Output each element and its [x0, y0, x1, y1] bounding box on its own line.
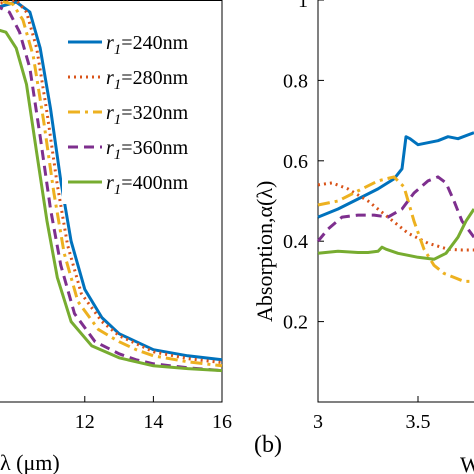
panel-a: 12 14 16 r1=240nmr1=280nmr1=320nmr1=360nmr… — [0, 0, 232, 474]
legend-label-4: r1=360nm — [106, 137, 189, 163]
panel-b-y-tick-label: 0.2 — [283, 312, 308, 334]
panel-a-x-tick-label: 12 — [75, 411, 95, 433]
panel-b-y-axis-label: Absorption,α(λ) — [252, 181, 277, 322]
panel-b-tag: (b) — [254, 432, 282, 458]
panel-b-axes-frame — [317, 0, 474, 403]
panel-b-y-tick-label: 0.8 — [283, 70, 308, 92]
panel-b-series-line-3 — [317, 175, 474, 283]
panel-b-series-line-1 — [317, 131, 474, 219]
legend-label-5: r1=400nm — [106, 172, 189, 198]
panel-b-y-tick-label: 0.4 — [283, 231, 308, 253]
panel-b-lines — [316, 131, 474, 283]
legend: r1=240nm r1=280nm r1=320nm r1=360nm r1=400nm — [68, 32, 189, 198]
panel-b-y-ticks: 0.2 0.4 0.6 0.8 1 — [283, 0, 324, 334]
legend-box — [62, 24, 220, 204]
legend-label-2: r1=280nm — [106, 67, 189, 93]
panel-a-x-axis-label: λ (μm) — [0, 450, 60, 474]
panel-b-series-line-5 — [317, 208, 474, 261]
panel-a-series-line-5 — [0, 28, 223, 373]
panel-a-series-line-4 — [0, 6, 223, 373]
panel-b-x-tick-label: 3 — [313, 411, 323, 433]
panel-a-x-tick-label: 14 — [143, 411, 163, 433]
panel-a-lines — [0, 0, 223, 373]
panel-b-x-axis-label: W — [460, 452, 474, 474]
panel-b-x-ticks: 3 3.5 — [313, 396, 431, 433]
panel-a-x-tick-label: 16 — [212, 411, 232, 433]
panel-b-y-tick-label: 0.6 — [283, 151, 308, 173]
panel-b-y-tick-label: 1 — [298, 0, 308, 12]
panel-b-x-tick-label: 3.5 — [406, 411, 431, 433]
panel-a-x-ticks: 12 14 16 — [75, 396, 232, 433]
panel-b-series-line-2 — [317, 181, 474, 252]
panel-b: 0.20.40.60.81 3 3.5 (b) Absorption,α(λ) W — [252, 0, 474, 474]
panel-a-series-line-1 — [0, 0, 223, 362]
legend-label-1: r1=240nm — [106, 32, 189, 58]
panel-a-series-line-3 — [0, 0, 223, 368]
panel-b-series-line-4 — [316, 175, 474, 243]
legend-label-3: r1=320nm — [106, 102, 189, 128]
